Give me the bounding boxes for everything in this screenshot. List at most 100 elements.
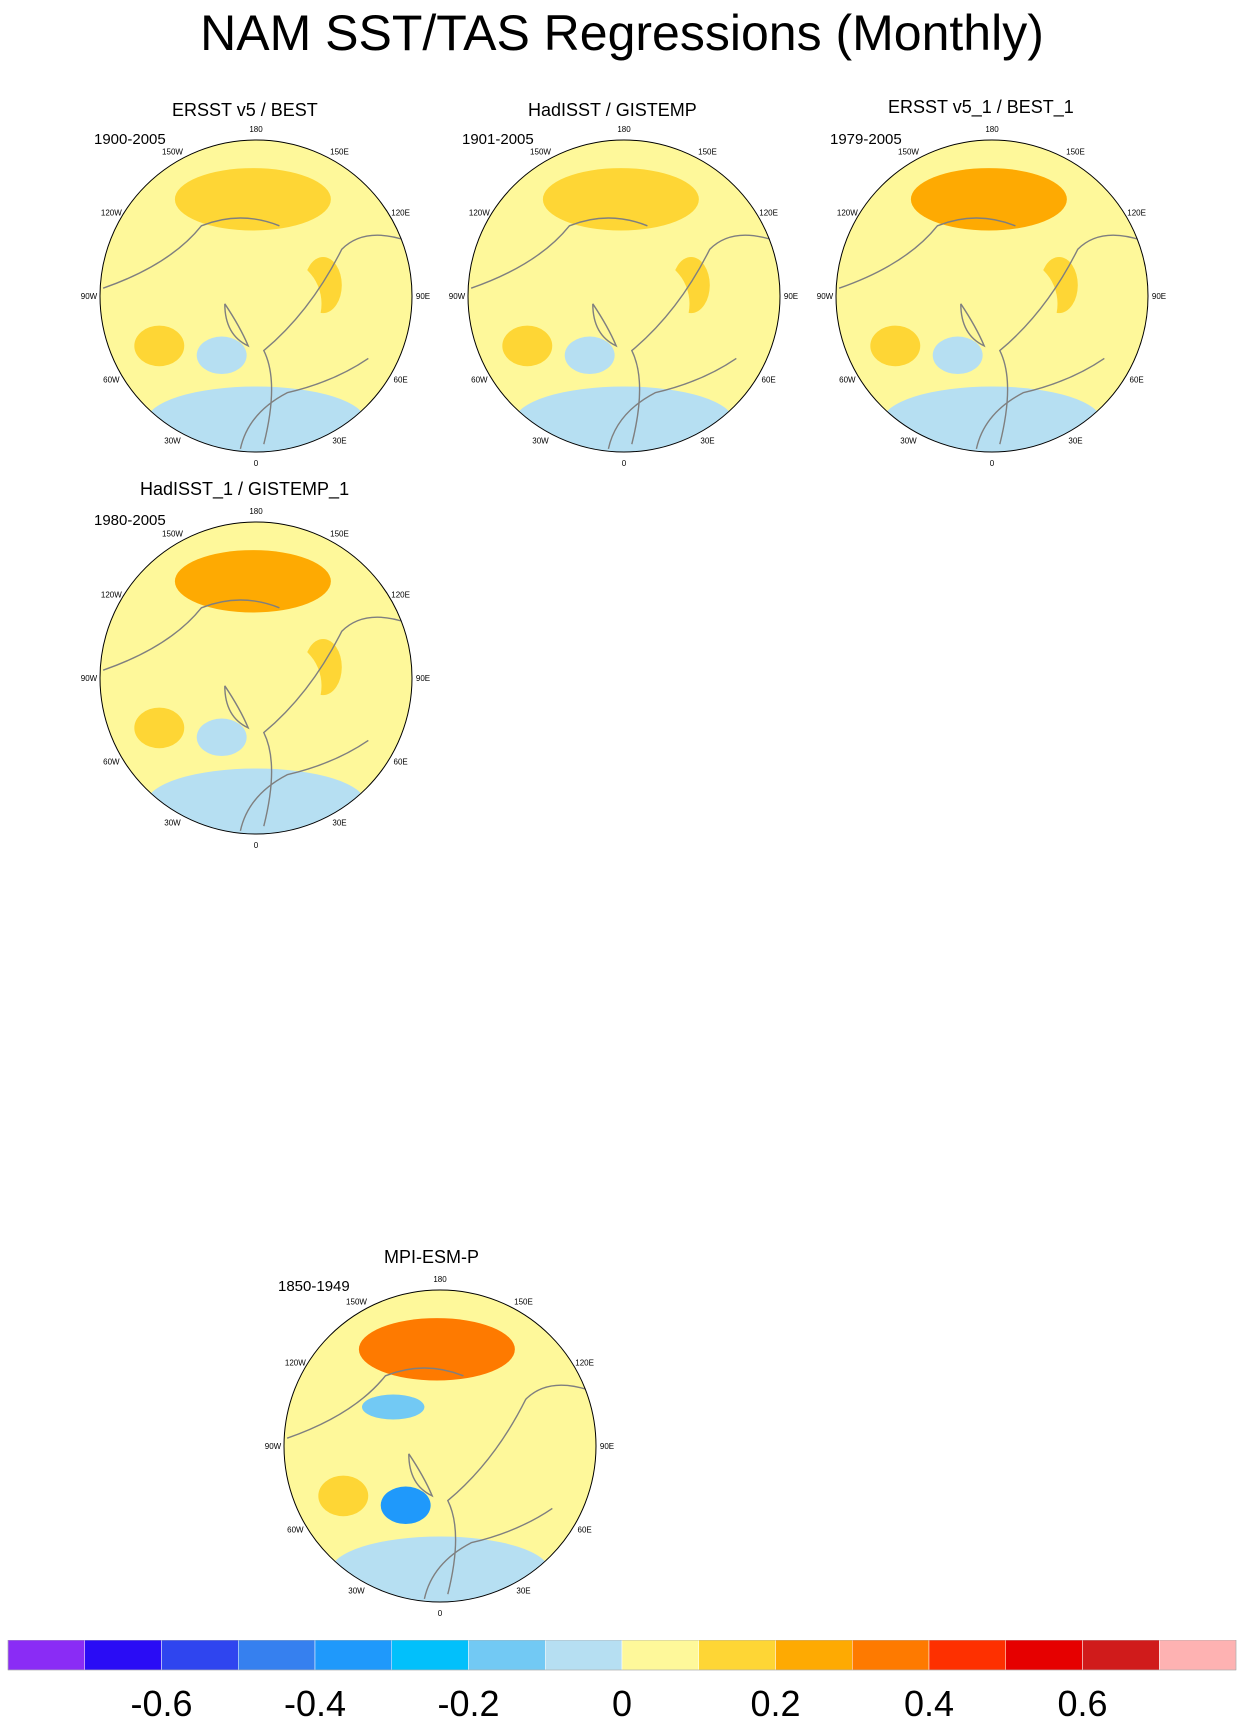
region-north-atlantic-subtropics: [134, 325, 185, 367]
lon-label: 150W: [346, 1297, 367, 1306]
lon-label: 180: [617, 125, 631, 134]
region-north-pacific: [174, 550, 331, 613]
region-north-pacific: [910, 168, 1067, 231]
lon-label: 30E: [700, 437, 714, 446]
region-bering-sea: [362, 1394, 425, 1420]
lon-label: 150E: [698, 147, 717, 156]
colorbar-swatch: [391, 1640, 469, 1671]
lon-label: 60E: [394, 758, 408, 767]
region-low-latitudes: [146, 768, 366, 834]
region-eurasia-arctic: [595, 257, 690, 351]
panel-period: 1901-2005: [462, 131, 534, 148]
lon-label: 90E: [416, 674, 430, 683]
coastline: [224, 685, 250, 730]
coastline: [102, 599, 280, 671]
coastline: [838, 217, 1016, 289]
lon-label: 60W: [287, 1526, 304, 1535]
colorbar-swatch: [1082, 1640, 1160, 1671]
lon-label: 30W: [348, 1587, 365, 1596]
panel-period: 1979-2005: [830, 131, 902, 148]
colorbar-swatch: [7, 1640, 85, 1671]
colorbar-tick-label: 0.4: [904, 1683, 954, 1724]
lon-label: 30E: [332, 819, 346, 828]
panel-title: MPI-ESM-P: [384, 1247, 480, 1267]
lon-label: 120E: [759, 209, 778, 218]
colorbar-swatch: [698, 1640, 776, 1671]
colorbar-swatch: [621, 1640, 699, 1671]
panel-title: ERSST v5 / BEST: [172, 100, 318, 120]
panel-title: HadISST_1 / GISTEMP_1: [140, 479, 350, 499]
region-labrador-sea-greenland: [564, 336, 615, 374]
lon-label: 0: [438, 1609, 443, 1618]
region-eurasia-arctic: [411, 1407, 506, 1501]
panel-period: 1900-2005: [94, 131, 166, 148]
region-low-latitudes: [330, 1536, 550, 1602]
lon-label: 60W: [103, 758, 120, 767]
lon-label: 0: [622, 459, 627, 468]
coastline: [286, 1367, 464, 1439]
colorbar-frame: [7, 1640, 1237, 1671]
figure-title: NAM SST/TAS Regressions (Monthly): [200, 5, 1044, 61]
region-low-latitudes: [146, 386, 366, 452]
lon-label: 120E: [1127, 209, 1146, 218]
coastline: [224, 303, 250, 348]
lon-label: 150W: [530, 147, 551, 156]
lon-label: 150W: [162, 147, 183, 156]
colorbar: -0.6 -0.4 -0.2 0 0.2 0.4 0.6: [7, 1640, 1237, 1724]
lon-label: 120E: [391, 591, 410, 600]
colorbar-tick-label: -0.4: [284, 1683, 346, 1724]
lon-label: 0: [990, 459, 995, 468]
coastline: [102, 217, 280, 289]
region-north-atlantic-subtropics: [502, 325, 553, 367]
map-0: 180 150E 120E 90E 60E 30E 0 30W 60W 90W 120W 150W: [81, 125, 430, 468]
map-border: [99, 521, 413, 835]
panel-period: 1850-1949: [278, 1278, 350, 1295]
colorbar-swatch: [1005, 1640, 1083, 1671]
colorbar-tick-label: 0: [612, 1683, 632, 1724]
lon-label: 150E: [514, 1297, 533, 1306]
map-border: [467, 139, 781, 453]
region-labrador-sea-greenland: [380, 1486, 431, 1524]
lon-label: 120E: [391, 209, 410, 218]
lon-label: 120W: [837, 209, 858, 218]
lon-label: 90W: [265, 1442, 282, 1451]
lon-label: 90E: [600, 1442, 614, 1451]
coastline: [607, 357, 737, 450]
region-north-atlantic-subtropics: [318, 1475, 369, 1517]
lon-label: 120W: [469, 209, 490, 218]
region-low-latitudes: [882, 386, 1102, 452]
lon-label: 120E: [575, 1359, 594, 1368]
lon-label: 30W: [532, 437, 549, 446]
lon-label: 30W: [164, 437, 181, 446]
lon-label: 0: [254, 841, 259, 850]
coastline: [975, 357, 1105, 450]
region-labrador-sea-greenland: [932, 336, 983, 374]
lon-label: 150W: [162, 529, 183, 538]
coastline: [262, 234, 410, 445]
lon-label: 30E: [1068, 437, 1082, 446]
colorbar-swatch: [238, 1640, 316, 1671]
coastline: [592, 303, 618, 348]
coastline: [423, 1507, 553, 1600]
colorbar-swatch: [852, 1640, 930, 1671]
map-4: 180 150E 120E 90E 60E 30E 0 30W 60W 90W 120W 150W: [265, 1275, 614, 1618]
region-north-atlantic-subtropics: [870, 325, 921, 367]
coastline: [998, 234, 1146, 445]
lon-label: 30E: [332, 437, 346, 446]
lon-label: 120W: [285, 1359, 306, 1368]
coastline: [470, 217, 648, 289]
lon-label: 90W: [81, 674, 98, 683]
lon-label: 180: [433, 1275, 447, 1284]
colorbar-swatch: [545, 1640, 623, 1671]
lon-label: 60W: [471, 376, 488, 385]
lon-label: 180: [249, 507, 263, 516]
lon-label: 90E: [784, 292, 798, 301]
coastline: [262, 616, 410, 827]
coastline: [239, 739, 369, 832]
lon-label: 90W: [449, 292, 466, 301]
colorbar-swatch: [161, 1640, 239, 1671]
colorbar-swatch: [468, 1640, 546, 1671]
colorbar-tick-label: 0.6: [1057, 1683, 1107, 1724]
colorbar-swatch: [84, 1640, 162, 1671]
lon-label: 150E: [330, 147, 349, 156]
